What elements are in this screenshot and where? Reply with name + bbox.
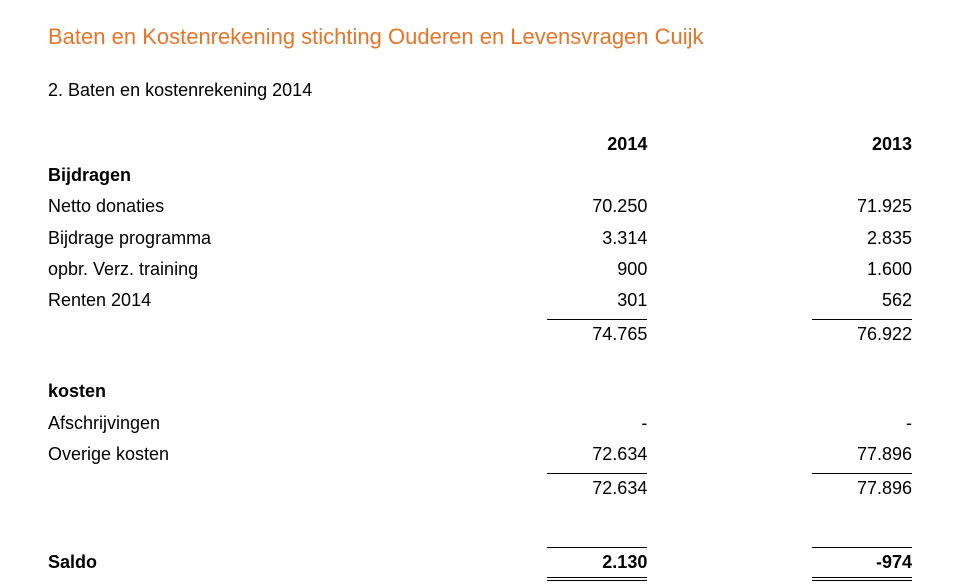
subtotal-value: 76.922 [812,319,912,347]
table-row: Netto donaties 70.250 71.925 [48,191,912,222]
group-header: Bijdragen [48,160,463,191]
row-value: 900 [463,254,688,285]
table-row: opbr. Verz. training 900 1.600 [48,254,912,285]
table-header-row: 2014 2013 [48,129,912,160]
row-label: Overige kosten [48,439,463,470]
table-row: Afschrijvingen - - [48,408,912,439]
row-label: Bijdrage programma [48,223,463,254]
table-row: Bijdrage programma 3.314 2.835 [48,223,912,254]
row-value: 2.835 [687,223,912,254]
section-heading: 2. Baten en kostenrekening 2014 [48,80,912,101]
saldo-value: -974 [812,547,912,575]
saldo-label: Saldo [48,544,463,578]
row-value: 562 [687,285,912,316]
row-label: Renten 2014 [48,285,463,316]
row-value: - [463,408,688,439]
row-value: 72.634 [463,439,688,470]
group-header-row: kosten [48,376,912,407]
group-header-row: Bijdragen [48,160,912,191]
row-value: 71.925 [687,191,912,222]
subtotal-value: 74.765 [547,319,647,347]
row-value: 301 [463,285,688,316]
row-value: 70.250 [463,191,688,222]
table-row: Overige kosten 72.634 77.896 [48,439,912,470]
financial-table: 2014 2013 Bijdragen Netto donaties 70.25… [48,129,912,578]
table-row: Renten 2014 301 562 [48,285,912,316]
saldo-value: 2.130 [547,547,647,575]
row-label: Netto donaties [48,191,463,222]
row-label: opbr. Verz. training [48,254,463,285]
page-title: Baten en Kostenrekening stichting Oudere… [48,24,912,50]
row-value: 1.600 [687,254,912,285]
subtotal-row: 72.634 77.896 [48,470,912,504]
subtotal-row: 74.765 76.922 [48,316,912,350]
subtotal-value: 77.896 [812,473,912,501]
row-value: - [687,408,912,439]
year-header-2: 2013 [687,129,912,160]
row-value: 77.896 [687,439,912,470]
year-header-1: 2014 [463,129,688,160]
row-value: 3.314 [463,223,688,254]
row-label: Afschrijvingen [48,408,463,439]
group-header: kosten [48,376,463,407]
saldo-row: Saldo 2.130 -974 [48,544,912,578]
subtotal-value: 72.634 [547,473,647,501]
